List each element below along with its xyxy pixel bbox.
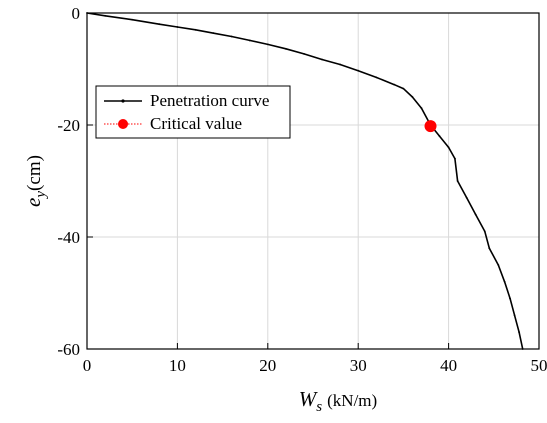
penetration-curve-point: [518, 331, 520, 333]
penetration-curve-point: [484, 231, 486, 233]
grid-layer: [87, 13, 539, 349]
x-tick-label: 50: [531, 356, 547, 375]
penetration-curve-point: [421, 107, 423, 109]
y-axis-unit: (cm): [24, 155, 45, 191]
penetration-curve-point: [231, 36, 233, 38]
penetration-curve-point: [457, 180, 459, 182]
penetration-curve-point: [514, 315, 516, 317]
y-axis-symbol: e: [21, 198, 45, 207]
penetration-curve-point: [195, 29, 197, 31]
penetration-curve-point: [475, 214, 477, 216]
penetration-curve-point: [488, 247, 490, 249]
x-axis-subscript: s: [316, 399, 322, 415]
plot-frame: [87, 13, 539, 349]
y-tick-label: 0: [72, 4, 81, 23]
y-tick-label: -40: [57, 228, 80, 247]
penetration-curve-point: [303, 53, 305, 55]
x-tick-label: 30: [350, 356, 367, 375]
penetration-curve-point: [509, 298, 511, 300]
penetration-curve-point: [454, 158, 456, 160]
legend: Penetration curve Critical value: [96, 86, 290, 138]
legend-marker-critical: [118, 119, 128, 129]
penetration-curve-point: [158, 23, 160, 25]
penetration-curve-point: [497, 264, 499, 266]
x-axis-title: Ws(kN/m): [299, 387, 377, 415]
penetration-curve-point: [285, 48, 287, 50]
penetration-curve-point: [439, 135, 441, 137]
legend-label-penetration: Penetration curve: [150, 91, 269, 110]
penetration-curve-point: [412, 96, 414, 98]
penetration-curve-point: [403, 88, 405, 90]
penetration-curve-point: [104, 15, 106, 17]
x-tick-label: 40: [440, 356, 457, 375]
x-tick-label: 0: [83, 356, 92, 375]
legend-label-critical: Critical value: [150, 114, 242, 133]
penetration-curve-point: [213, 32, 215, 34]
y-tick-label: -20: [57, 116, 80, 135]
y-axis-title: ey(cm): [21, 155, 49, 207]
penetration-curve-point: [504, 281, 506, 283]
penetration-curve-point: [249, 40, 251, 42]
x-axis-unit: (kN/m): [327, 391, 377, 410]
y-axis-subscript: y: [33, 191, 49, 200]
penetration-curve-point: [357, 70, 359, 72]
penetration-curve-point: [321, 59, 323, 61]
legend-marker-penetration: [121, 99, 124, 102]
penetration-curve-point: [448, 147, 450, 149]
x-tick-label: 20: [259, 356, 276, 375]
penetration-curve-point: [393, 84, 395, 86]
penetration-curve-point: [131, 19, 133, 21]
series-layer: [86, 12, 524, 350]
penetration-curve-point: [177, 26, 179, 28]
x-tick-label: 10: [169, 356, 186, 375]
penetration-curve-point: [375, 77, 377, 79]
y-tick-label: -60: [57, 340, 80, 359]
penetration-curve-point: [466, 197, 468, 199]
penetration-curve-point: [339, 64, 341, 66]
penetration-curve-point: [267, 43, 269, 45]
critical-value-point: [425, 120, 437, 132]
